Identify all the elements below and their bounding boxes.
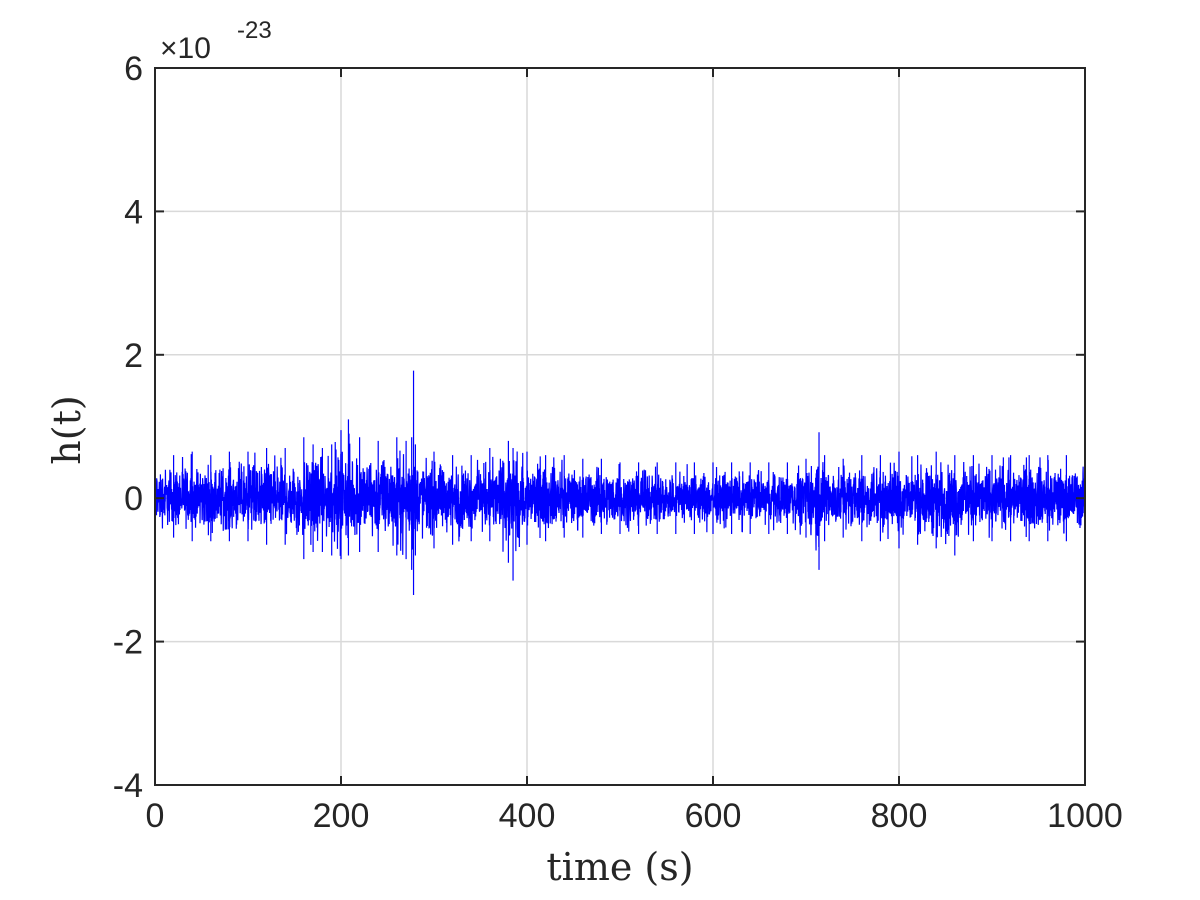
y-tick-labels: -4 -2 0 2 4 6 [113,50,143,805]
tick-marks [154,67,1086,786]
x-tick-labels: 0 200 400 600 800 1000 [146,797,1123,835]
x-tick-label: 200 [313,797,370,835]
y-axis-label: h(t) [45,395,89,464]
plot-background [155,68,1085,785]
series-line [154,370,1086,595]
x-tick-label: 600 [685,797,742,835]
y-tick-label: 0 [124,480,143,518]
plot-frame [154,67,1086,786]
x-tick-label: 800 [871,797,928,835]
x-tick-label: 400 [499,797,556,835]
x-tick-label: 1000 [1047,797,1123,835]
y-tick-label: -2 [113,624,143,662]
y-tick-label: 2 [124,337,143,375]
y-tick-label: 4 [124,193,143,231]
y-exponent-power: -23 [237,17,272,44]
y-tick-label: -4 [113,767,143,805]
signal-trace [154,370,1086,595]
y-exponent-prefix: ×10 [160,32,211,65]
y-tick-label: 6 [124,50,143,88]
x-axis-label: time (s) [546,845,693,889]
x-tick-label: 0 [146,797,165,835]
